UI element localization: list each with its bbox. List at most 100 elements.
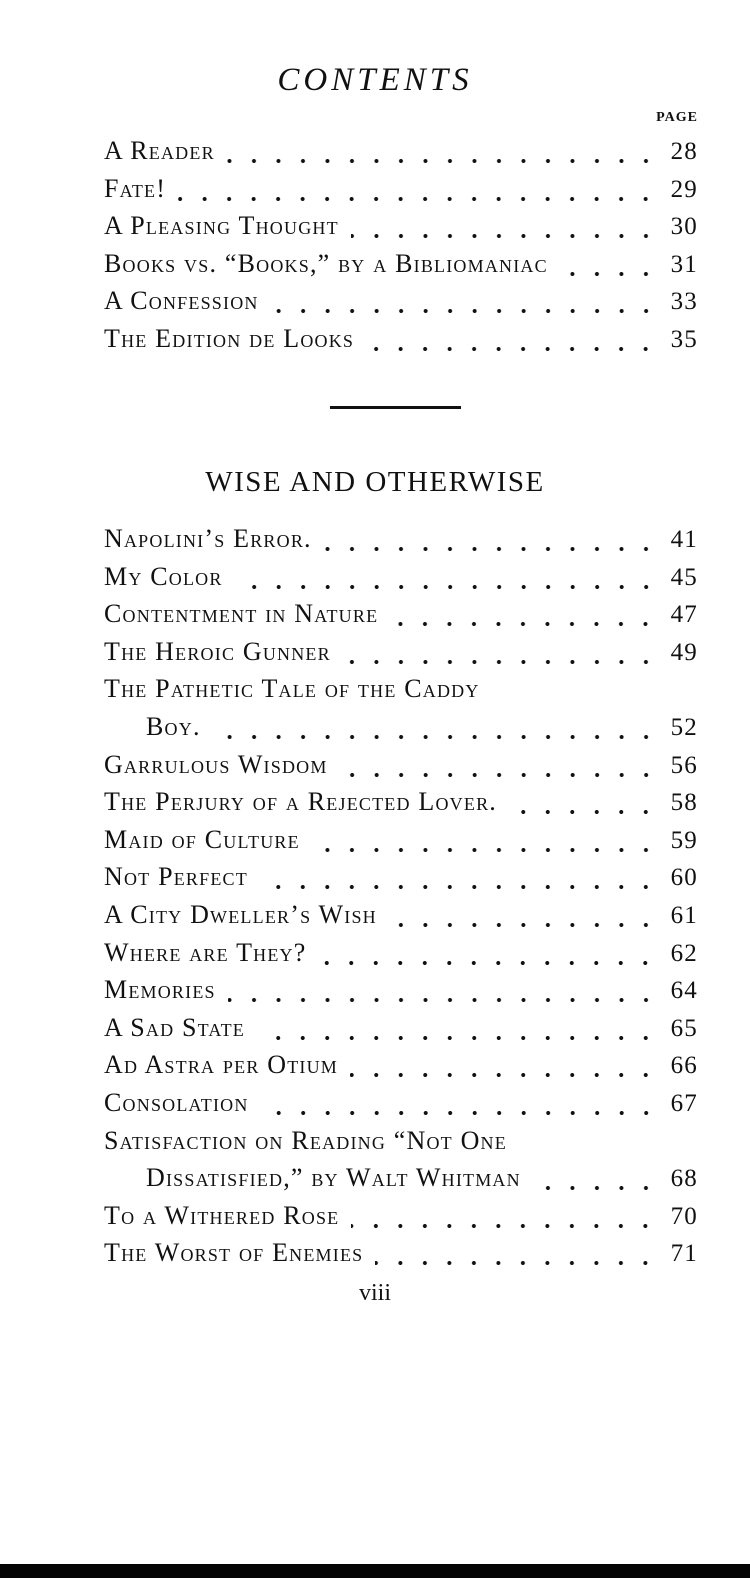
toc-entry-title: Consolation	[104, 1088, 249, 1117]
dot-leader	[390, 621, 658, 628]
toc-entry: The Perjury of a Rejected Lover. 58	[104, 787, 698, 821]
toc-entry-page: 47	[670, 601, 698, 629]
toc-entry-title: Dissatisfied,” by Walt Whitman	[146, 1163, 521, 1193]
toc-entry: My Color 45	[104, 562, 698, 596]
toc-entry-page: 56	[670, 751, 698, 779]
section-divider	[330, 406, 461, 409]
toc-entry-page: 66	[670, 1052, 698, 1080]
toc-entry-title: Where are They?	[104, 937, 307, 967]
dot-leader	[260, 1110, 658, 1116]
toc-entry-page: 71	[670, 1240, 698, 1268]
toc-entry-title: Books vs. “Books,” by a Bibliomaniac	[104, 248, 548, 278]
toc-entry: The Worst of Enemies 71	[104, 1238, 698, 1272]
dot-leader	[342, 658, 658, 665]
toc-entry-title: Satisfaction on Reading “Not One	[104, 1125, 507, 1155]
dot-leader	[375, 1260, 658, 1267]
toc-entry-title: Maid of Culture	[104, 824, 300, 854]
toc-entry-page: 29	[670, 175, 698, 203]
toc-entry-title: The Worst of Enemies	[104, 1238, 364, 1268]
toc-entry-page: 61	[670, 902, 698, 929]
toc-entry-title: Not Perfect	[104, 862, 248, 892]
toc-entry: Maid of Culture 59	[104, 825, 698, 859]
toc-entry-page: 70	[670, 1202, 698, 1230]
toc-entry: A Reader 28	[104, 136, 698, 170]
dot-leader	[259, 884, 658, 891]
dot-leader	[311, 846, 658, 853]
toc-entry-page: 31	[670, 250, 698, 278]
toc-entry-title: The Perjury of a Rejected Lover.	[104, 787, 497, 817]
toc-entry: To a Withered Rose 70	[104, 1201, 698, 1235]
toc-entry: Contentment in Nature 47	[104, 599, 698, 633]
toc-entry: Memories 64	[104, 975, 698, 1009]
toc-entry-title: A Confession	[104, 286, 259, 316]
toc-entry: Boy. 52	[146, 712, 698, 746]
toc-entry-title: Contentment in Nature	[104, 599, 379, 629]
page-title: CONTENTS	[277, 62, 473, 98]
page-column-label: PAGE	[656, 110, 698, 125]
toc-entry-page: 65	[670, 1014, 698, 1042]
dot-leader	[366, 346, 658, 352]
section-heading: WISE AND OTHERWISE	[205, 466, 545, 498]
toc-entry: The Edition de Looks 35	[104, 324, 698, 358]
toc-entry: The Pathetic Tale of the Caddy	[104, 674, 698, 708]
toc-entry-title: Boy.	[146, 712, 201, 741]
toc-entry-page: 62	[670, 939, 698, 967]
toc-entry-page: 30	[670, 213, 698, 241]
toc-entry-title: The Pathetic Tale of the Caddy	[104, 674, 480, 704]
dot-leader	[388, 922, 658, 928]
toc-entry-page: 35	[670, 326, 698, 353]
toc-entry-page: 60	[670, 864, 698, 892]
dot-leader	[508, 809, 658, 816]
toc-entry: A Pleasing Thought 30	[104, 211, 698, 245]
toc-entry: Napolini’s Error. 41	[104, 524, 698, 558]
toc-entry: Not Perfect 60	[104, 862, 698, 896]
dot-leader	[532, 1185, 658, 1192]
toc-entry-title: A Pleasing Thought	[104, 211, 339, 241]
toc-entry: Satisfaction on Reading “Not One	[104, 1126, 698, 1160]
toc-entry-page: 49	[670, 638, 698, 666]
dot-leader	[178, 195, 658, 202]
scan-edge-bar	[0, 1564, 750, 1578]
toc-entry-page: 52	[670, 714, 698, 741]
dot-leader	[257, 1034, 658, 1041]
toc-entry-title: A City Dweller’s Wish	[104, 900, 377, 929]
toc-entry-page: 67	[670, 1090, 698, 1117]
dot-leader	[323, 546, 658, 552]
toc-entry-page: 28	[670, 138, 698, 165]
dot-leader	[227, 997, 658, 1004]
dot-leader	[350, 233, 658, 240]
toc-entry-title: Memories	[104, 975, 216, 1005]
toc-entry-title: My Color	[104, 561, 223, 591]
toc-entry-title: To a Withered Rose	[104, 1200, 340, 1230]
toc-entry: Where are They? 62	[104, 938, 698, 972]
toc-entry-page: 68	[670, 1165, 698, 1193]
dot-leader	[234, 583, 658, 590]
toc-entry-title: The Edition de Looks	[104, 324, 355, 353]
dot-leader	[339, 771, 658, 778]
dot-leader	[351, 1222, 658, 1229]
toc-entry: A Confession 33	[104, 286, 698, 320]
toc-entry-title: A Reader	[104, 136, 215, 165]
toc-entry: Consolation 67	[104, 1088, 698, 1122]
toc-entry: Garrulous Wisdom 56	[104, 750, 698, 784]
toc-entry: The Heroic Gunner 49	[104, 637, 698, 671]
dot-leader	[226, 158, 658, 164]
dot-leader	[318, 959, 658, 966]
toc-entry-page: 58	[670, 789, 698, 817]
toc-entry-page: 59	[670, 826, 698, 854]
toc-entry: Dissatisfied,” by Walt Whitman 68	[146, 1163, 698, 1197]
toc-entry-title: Fate!	[104, 173, 167, 203]
toc-entry-title: A Sad State	[104, 1012, 246, 1042]
toc-entry-page: 64	[670, 977, 698, 1005]
toc-entry-page: 45	[670, 563, 698, 591]
toc-entry: A Sad State 65	[104, 1013, 698, 1047]
toc-entry-page: 33	[670, 288, 698, 316]
toc-entry-page: 41	[670, 526, 698, 553]
dot-leader	[212, 734, 658, 740]
page-number: viii	[358, 1280, 391, 1306]
toc-entry-title: The Heroic Gunner	[104, 636, 331, 666]
toc-entry: Fate! 29	[104, 174, 698, 208]
toc-entry-title: Ad Astra per Otium	[104, 1050, 339, 1080]
toc-entry: Ad Astra per Otium 66	[104, 1050, 698, 1084]
dot-leader	[350, 1072, 658, 1079]
